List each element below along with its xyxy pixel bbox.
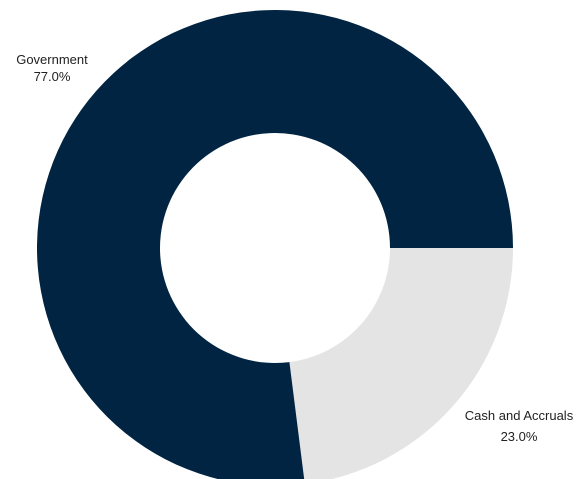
- slices-group: [37, 10, 513, 479]
- slice-value-government: 77.0%: [34, 69, 71, 84]
- slice-value-cash-and-accruals: 23.0%: [501, 429, 538, 444]
- slice-label-government: Government: [16, 52, 88, 67]
- slice-cash-and-accruals: [289, 248, 513, 479]
- slice-label-cash-and-accruals: Cash and Accruals: [465, 408, 574, 423]
- slice-government: [37, 10, 513, 479]
